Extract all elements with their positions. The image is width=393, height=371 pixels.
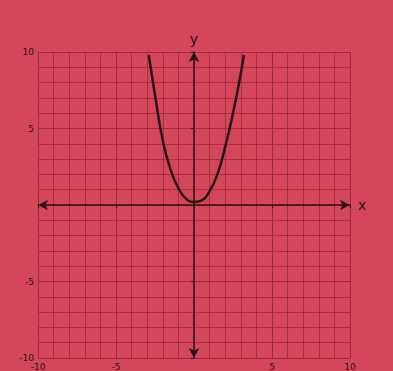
svg-text:-10: -10 <box>19 353 34 363</box>
svg-text:-5: -5 <box>112 362 121 371</box>
svg-text:x: x <box>358 197 366 213</box>
svg-text:-10: -10 <box>31 362 46 371</box>
svg-text:10: 10 <box>344 362 356 371</box>
svg-text:10: 10 <box>23 47 35 57</box>
svg-text:5: 5 <box>269 362 275 371</box>
svg-text:y: y <box>190 31 198 47</box>
svg-text:5: 5 <box>28 124 34 134</box>
svg-text:-5: -5 <box>25 277 34 287</box>
